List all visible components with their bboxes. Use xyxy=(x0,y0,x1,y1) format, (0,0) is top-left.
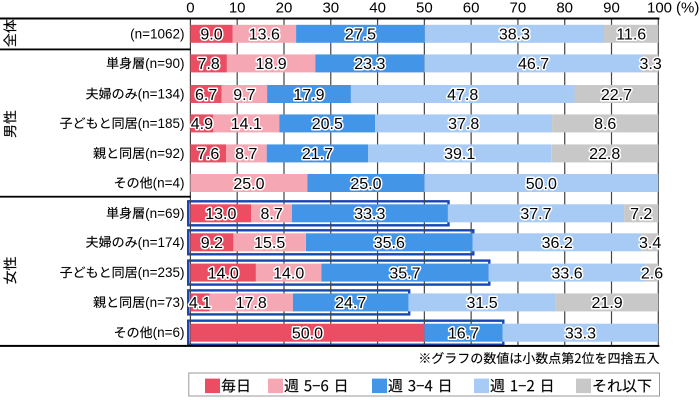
svg-text:60: 60 xyxy=(463,0,480,16)
svg-text:8.7: 8.7 xyxy=(260,206,282,223)
svg-text:35.7: 35.7 xyxy=(389,265,420,282)
svg-text:36.2: 36.2 xyxy=(542,235,573,252)
svg-text:8.6: 8.6 xyxy=(594,116,616,133)
svg-text:22.8: 22.8 xyxy=(589,146,620,163)
svg-text:50.0: 50.0 xyxy=(526,176,557,193)
svg-text:(n=185): (n=185) xyxy=(138,116,185,131)
svg-text:21.7: 21.7 xyxy=(302,146,333,163)
svg-text:(n=1062): (n=1062) xyxy=(130,26,184,41)
svg-text:9.7: 9.7 xyxy=(233,87,255,104)
svg-text:100: 100 xyxy=(647,0,672,16)
svg-text:21.9: 21.9 xyxy=(592,295,623,312)
svg-text:6.7: 6.7 xyxy=(195,87,217,104)
svg-text:31.5: 31.5 xyxy=(467,295,498,312)
svg-text:2.6: 2.6 xyxy=(641,265,663,282)
svg-text:80: 80 xyxy=(556,0,573,16)
svg-text:35.6: 35.6 xyxy=(374,235,405,252)
svg-text:17.8: 17.8 xyxy=(236,295,267,312)
svg-text:(n=174): (n=174) xyxy=(138,235,185,250)
svg-text:47.8: 47.8 xyxy=(447,87,478,104)
svg-text:37.7: 37.7 xyxy=(520,206,551,223)
svg-text:20.5: 20.5 xyxy=(312,116,343,133)
svg-text:27.5: 27.5 xyxy=(345,27,376,44)
svg-text:14.1: 14.1 xyxy=(231,116,262,133)
svg-text:8.7: 8.7 xyxy=(235,146,257,163)
svg-text:33.3: 33.3 xyxy=(354,206,385,223)
svg-text:7.6: 7.6 xyxy=(197,146,219,163)
svg-text:50: 50 xyxy=(416,0,433,16)
svg-text:18.9: 18.9 xyxy=(256,56,287,73)
svg-text:11.6: 11.6 xyxy=(616,27,646,44)
svg-text:14.0: 14.0 xyxy=(273,265,304,282)
svg-text:0: 0 xyxy=(186,0,194,16)
svg-text:(n=73): (n=73) xyxy=(145,295,184,310)
svg-text:70: 70 xyxy=(510,0,527,16)
svg-text:14.0: 14.0 xyxy=(208,265,239,282)
svg-text:(n=69): (n=69) xyxy=(145,206,184,221)
svg-text:15.5: 15.5 xyxy=(254,235,285,252)
svg-text:46.7: 46.7 xyxy=(518,56,549,73)
svg-text:10: 10 xyxy=(229,0,246,16)
svg-text:3.3: 3.3 xyxy=(639,56,661,73)
svg-text:9.2: 9.2 xyxy=(201,235,223,252)
svg-text:(n=235): (n=235) xyxy=(138,265,185,280)
svg-text:(n=6): (n=6) xyxy=(153,325,185,340)
svg-text:33.6: 33.6 xyxy=(552,265,583,282)
svg-text:9.0: 9.0 xyxy=(200,27,222,44)
svg-text:4.9: 4.9 xyxy=(191,116,213,133)
svg-text:33.3: 33.3 xyxy=(565,326,596,343)
svg-text:90: 90 xyxy=(603,0,620,16)
svg-text:20: 20 xyxy=(276,0,293,16)
svg-text:40: 40 xyxy=(369,0,386,16)
svg-text:23.3: 23.3 xyxy=(354,56,385,73)
svg-text:(n=90): (n=90) xyxy=(145,56,184,71)
svg-text:(%): (%) xyxy=(676,0,699,16)
svg-text:50.0: 50.0 xyxy=(292,326,323,343)
svg-text:39.1: 39.1 xyxy=(444,146,475,163)
svg-text:7.2: 7.2 xyxy=(630,206,652,223)
svg-text:(n=134): (n=134) xyxy=(138,87,185,102)
svg-text:7.8: 7.8 xyxy=(197,56,219,73)
svg-text:13.0: 13.0 xyxy=(205,206,236,223)
svg-text:24.7: 24.7 xyxy=(335,295,366,312)
svg-text:16.7: 16.7 xyxy=(448,326,479,343)
svg-text:30: 30 xyxy=(322,0,339,16)
svg-text:(n=92): (n=92) xyxy=(145,146,184,161)
svg-text:38.3: 38.3 xyxy=(499,27,530,44)
svg-text:13.6: 13.6 xyxy=(249,27,280,44)
svg-text:25.0: 25.0 xyxy=(233,176,264,193)
svg-text:37.8: 37.8 xyxy=(448,116,479,133)
svg-text:4.1: 4.1 xyxy=(189,295,211,312)
svg-text:(n=4): (n=4) xyxy=(153,176,185,191)
svg-text:17.9: 17.9 xyxy=(293,87,324,104)
svg-text:25.0: 25.0 xyxy=(350,176,381,193)
svg-text:3.4: 3.4 xyxy=(639,235,661,252)
svg-text:22.7: 22.7 xyxy=(601,87,632,104)
